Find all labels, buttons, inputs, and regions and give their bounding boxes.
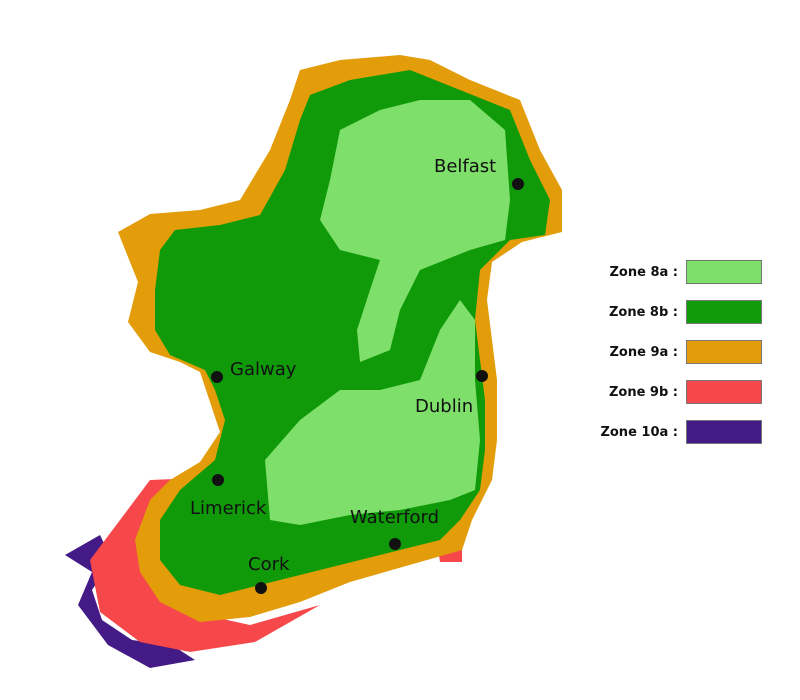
city-waterford: Waterford xyxy=(350,507,439,550)
city-cork: Cork xyxy=(248,554,290,594)
legend-item-zone-8b: Zone 8b : xyxy=(590,299,770,325)
city-dot xyxy=(512,178,524,190)
legend-swatch xyxy=(686,340,762,364)
zone-8a-region-south xyxy=(265,300,480,525)
legend-label: Zone 9a : xyxy=(609,344,679,360)
city-galway: Galway xyxy=(211,359,297,383)
zone-8a-region-north xyxy=(320,100,510,362)
city-label: Waterford xyxy=(350,507,439,528)
city-limerick: Limerick xyxy=(190,474,267,519)
legend-label: Zone 8a : xyxy=(609,264,679,280)
legend-swatch xyxy=(686,260,762,284)
city-label: Limerick xyxy=(190,498,267,519)
city-dublin: Dublin xyxy=(415,370,488,417)
legend-item-zone-10a: Zone 10a : xyxy=(590,419,770,445)
legend-label: Zone 9b : xyxy=(608,384,678,400)
legend-swatch xyxy=(686,380,762,404)
legend-label: Zone 8b : xyxy=(608,304,678,320)
legend-item-zone-8a: Zone 8a : xyxy=(590,259,770,285)
legend-label: Zone 10a : xyxy=(600,424,678,440)
city-label: Dublin xyxy=(415,396,473,417)
city-label: Belfast xyxy=(434,156,496,177)
legend-item-zone-9a: Zone 9a : xyxy=(590,339,770,365)
legend-swatch xyxy=(686,420,762,444)
city-label: Galway xyxy=(230,359,297,380)
city-dot xyxy=(255,582,267,594)
city-dot xyxy=(476,370,488,382)
city-label: Cork xyxy=(248,554,290,575)
city-dot xyxy=(389,538,401,550)
city-belfast: Belfast xyxy=(434,156,524,190)
city-dot xyxy=(212,474,224,486)
legend-swatch xyxy=(686,300,762,324)
city-dot xyxy=(211,371,223,383)
legend-item-zone-9b: Zone 9b : xyxy=(590,379,770,405)
